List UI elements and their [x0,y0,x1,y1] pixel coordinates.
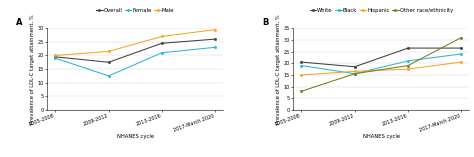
White [352,66,357,68]
Male [159,35,165,37]
Other race/ethnicity [299,90,304,92]
Black [458,53,464,55]
Male [53,54,58,56]
Hispanic [458,61,464,63]
Black [352,73,357,75]
Legend: White, Black, Hispanic, Other race/ethnicity: White, Black, Hispanic, Other race/ethni… [310,8,453,13]
Overall [106,61,111,63]
Black [405,60,411,62]
Y-axis label: Prevalence of LDL-C target attainment, %: Prevalence of LDL-C target attainment, % [30,14,35,124]
Hispanic [352,70,357,72]
Line: Overall: Overall [54,38,217,64]
Text: A: A [16,19,22,27]
X-axis label: NHANES cycle: NHANES cycle [363,134,400,139]
Other race/ethnicity [405,65,411,67]
Male [106,50,111,52]
Female [53,57,58,59]
Female [212,46,218,48]
Female [159,52,165,54]
Hispanic [299,74,304,76]
Other race/ethnicity [352,73,357,75]
Female [106,75,111,77]
Text: B: B [262,19,268,27]
Y-axis label: Prevalence of LDL-C target attainment, %: Prevalence of LDL-C target attainment, % [276,14,281,124]
Black [299,65,304,67]
Legend: Overall, Female, Male: Overall, Female, Male [96,8,174,13]
Line: Male: Male [54,28,217,57]
Overall [212,38,218,40]
White [458,47,464,49]
Other race/ethnicity [458,37,464,38]
Line: Hispanic: Hispanic [300,61,463,76]
Male [212,29,218,31]
Line: White: White [300,47,463,68]
White [299,61,304,63]
Overall [159,42,165,44]
X-axis label: NHANES cycle: NHANES cycle [117,134,154,139]
Hispanic [405,68,411,70]
Line: Black: Black [300,53,463,75]
Overall [53,56,58,58]
White [405,47,411,49]
Line: Female: Female [54,46,217,77]
Line: Other race/ethnicity: Other race/ethnicity [300,36,463,92]
